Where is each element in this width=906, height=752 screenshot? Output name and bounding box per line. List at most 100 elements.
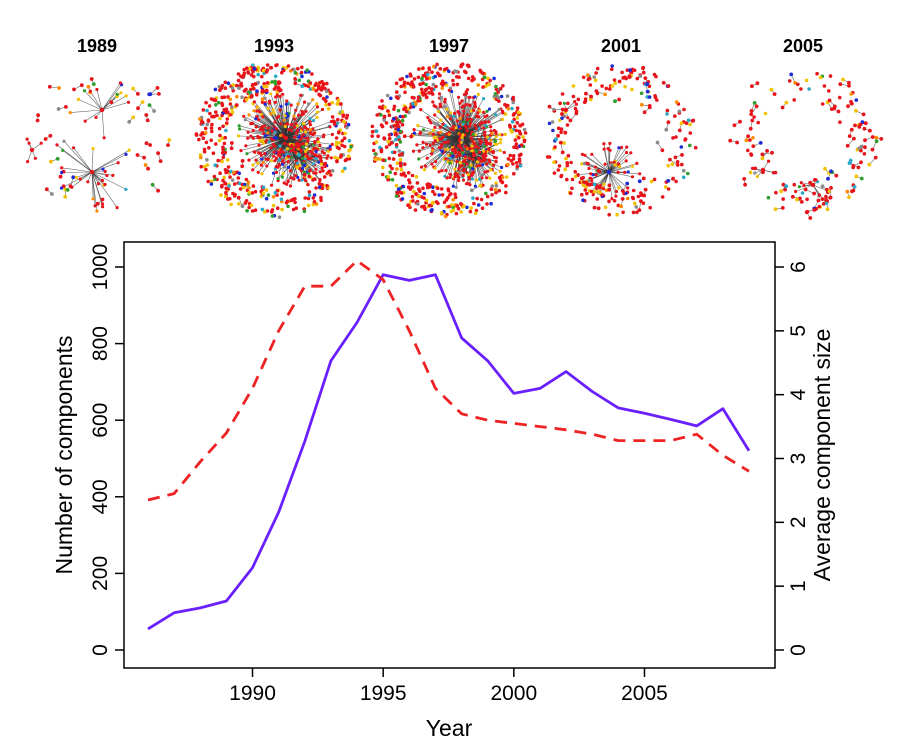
network-node (327, 102, 332, 107)
network-node (88, 89, 92, 93)
network-edge (91, 154, 127, 173)
network-node (621, 210, 625, 215)
network-node (607, 183, 612, 188)
network-node (547, 104, 552, 109)
network-node (323, 86, 327, 91)
network-node (485, 194, 490, 199)
network-edge (101, 82, 121, 111)
network-node (396, 127, 401, 132)
network-panel-2005: 2005 (728, 36, 884, 220)
network-node (318, 154, 322, 158)
y2-tick-label: 3 (787, 453, 810, 465)
network-node (441, 122, 445, 126)
network-node (857, 146, 861, 151)
network-node (446, 188, 451, 193)
network-node (641, 70, 646, 75)
network-node (335, 159, 339, 163)
network-panel-1989: 1989 (25, 36, 172, 213)
network-node (242, 67, 246, 72)
network-node (380, 106, 384, 111)
network-node (433, 139, 437, 143)
network-node (660, 148, 665, 153)
network-node (258, 128, 262, 132)
network-node (580, 192, 584, 197)
network-node (269, 92, 273, 96)
network-node (595, 197, 599, 201)
network-node (434, 105, 438, 109)
network-node (607, 199, 611, 204)
network-node (765, 149, 769, 153)
network-node (323, 164, 327, 169)
network-node (157, 92, 161, 96)
x-axis-label: Year (426, 715, 473, 741)
network-node (93, 204, 97, 208)
network-node (215, 113, 219, 118)
network-node (308, 116, 312, 121)
network-node (421, 146, 425, 150)
network-node (220, 151, 225, 155)
network-node (292, 67, 296, 72)
network-node (620, 197, 625, 201)
network-node (564, 156, 568, 161)
network-edge (71, 171, 93, 188)
network-node (402, 83, 406, 87)
network-node (812, 208, 817, 212)
network-node (91, 147, 95, 151)
network-node (799, 200, 804, 204)
network-node (236, 202, 241, 206)
network-node (206, 118, 211, 122)
network-node (95, 201, 100, 206)
network-node (557, 164, 562, 168)
network-node (236, 72, 241, 76)
network-node (253, 189, 258, 194)
network-node (752, 101, 757, 105)
network-node (210, 122, 214, 127)
network-node (267, 140, 271, 144)
network-node (471, 132, 475, 137)
network-node (879, 137, 884, 141)
network-node (638, 74, 642, 78)
network-node (462, 93, 467, 97)
plot-frame (123, 241, 776, 669)
network-node (339, 155, 343, 159)
y2-tick-label: 0 (787, 644, 810, 656)
network-node (515, 116, 520, 120)
network-node (275, 90, 279, 95)
network-node (601, 187, 606, 191)
network-node (515, 164, 520, 169)
network-node (671, 176, 675, 181)
network-node (194, 132, 199, 136)
network-node (466, 113, 470, 117)
network-node (755, 174, 760, 179)
network-node (416, 202, 420, 206)
network-node (472, 108, 476, 112)
network-node (874, 139, 879, 144)
network-node (451, 82, 456, 87)
network-node (319, 195, 323, 200)
network-panel-1997: 1997 (370, 36, 528, 219)
network-node (487, 82, 491, 87)
network-node (220, 103, 225, 108)
network-node (857, 125, 862, 129)
network-node (314, 167, 318, 171)
network-node (750, 166, 755, 170)
network-node (102, 136, 106, 140)
network-node (166, 143, 170, 148)
network-node (827, 89, 831, 93)
network-edge (276, 154, 300, 173)
network-node (610, 162, 614, 166)
network-node (425, 76, 429, 81)
network-node (322, 133, 326, 137)
network-node (326, 149, 330, 153)
network-node (641, 176, 646, 181)
network-node (511, 157, 516, 161)
network-edge (263, 137, 287, 144)
network-node (398, 120, 402, 124)
network-node (307, 171, 311, 175)
network-node (220, 183, 224, 188)
network-edge (91, 171, 99, 184)
network-node (319, 162, 323, 166)
network-node (758, 141, 763, 145)
network-node (817, 193, 822, 197)
network-node (802, 183, 806, 188)
